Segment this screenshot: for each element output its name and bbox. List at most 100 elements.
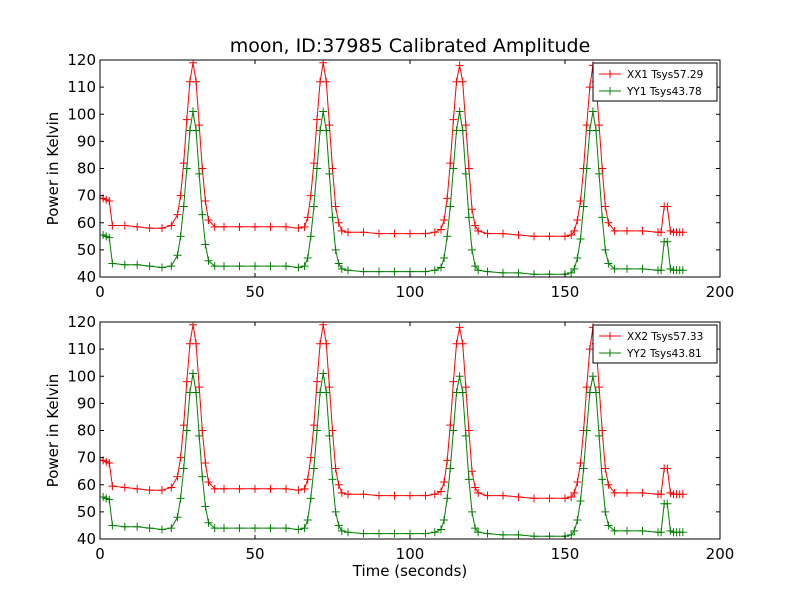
data-point (678, 490, 687, 499)
data-point (545, 232, 554, 241)
data-point (220, 524, 228, 533)
data-point (220, 484, 228, 493)
data-point (623, 226, 631, 235)
data-point (309, 464, 318, 473)
data-point (158, 263, 166, 272)
data-point (598, 164, 607, 173)
data-point (595, 169, 604, 178)
data-point (570, 264, 579, 273)
data-point (474, 528, 483, 537)
data-point (192, 77, 201, 86)
data-point (158, 525, 166, 534)
data-point (610, 226, 619, 235)
data-point (344, 528, 352, 537)
data-point (167, 221, 176, 230)
data-point (585, 83, 594, 92)
data-point (182, 164, 191, 173)
data-point (638, 488, 647, 497)
data-point (604, 521, 613, 530)
data-point (579, 464, 588, 473)
data-point (189, 107, 197, 116)
data-point (204, 518, 213, 527)
data-point (179, 464, 188, 473)
data-point (337, 526, 346, 535)
y-tick-label: 100 (67, 367, 96, 385)
data-point (430, 228, 439, 237)
data-point (471, 221, 480, 230)
data-point (421, 491, 430, 500)
data-point (499, 268, 507, 277)
data-point (421, 267, 430, 276)
data-point (499, 491, 507, 500)
data-point (344, 266, 352, 275)
y-tick-label: 40 (77, 268, 96, 286)
data-point (592, 388, 600, 397)
data-point (576, 197, 585, 206)
data-point (201, 197, 210, 206)
legend-marker-yy1 (606, 87, 614, 95)
y-tick-label: 60 (77, 214, 96, 232)
data-point (189, 369, 197, 378)
data-point (440, 516, 449, 525)
data-point (133, 522, 142, 531)
data-point (210, 484, 219, 493)
data-point (167, 483, 176, 492)
data-point (595, 121, 604, 130)
data-point (483, 529, 492, 538)
data-point (483, 229, 492, 238)
data-point (313, 164, 321, 173)
data-point (158, 486, 166, 495)
data-point (176, 494, 185, 503)
data-point (266, 222, 275, 231)
data-point (390, 491, 399, 500)
data-point (446, 464, 455, 473)
data-point (390, 529, 399, 538)
data-point (440, 478, 449, 487)
data-point (406, 229, 414, 238)
data-point (567, 230, 576, 239)
legend-marker-yy2 (606, 349, 614, 357)
data-point (325, 169, 334, 178)
legend-marker-xx2 (606, 332, 614, 340)
data-point (437, 525, 445, 534)
data-point (663, 464, 672, 473)
data-point (573, 254, 582, 263)
data-point (375, 491, 383, 500)
data-point (455, 372, 464, 381)
data-point (576, 497, 585, 506)
data-point (303, 516, 312, 525)
data-point (322, 339, 331, 348)
data-point (461, 121, 470, 130)
data-point (176, 232, 185, 241)
data-point (294, 486, 303, 495)
data-point (328, 213, 337, 222)
data-point (474, 266, 483, 275)
chart-panel-1: 0 50 100 150 200 40 50 60 70 80 90 100 110 120 moon, I… (44, 35, 734, 301)
series-group (100, 322, 687, 539)
data-point (545, 494, 554, 503)
data-point (337, 226, 346, 235)
legend: XX2 Tsys57.33 YY2 Tsys43.81 (592, 324, 718, 364)
data-point (334, 259, 343, 268)
data-point (623, 264, 631, 273)
data-point (176, 191, 185, 200)
data-point (145, 224, 154, 233)
data-point (561, 494, 569, 503)
data-point (192, 388, 201, 397)
data-point (468, 467, 476, 476)
data-point (359, 267, 368, 276)
series-markers-yy2 (100, 369, 687, 539)
data-point (167, 524, 176, 533)
data-point (359, 228, 368, 237)
data-point (120, 260, 129, 269)
data-point (108, 221, 117, 230)
data-point (334, 521, 343, 530)
x-tick-label: 200 (706, 545, 735, 563)
data-point (167, 262, 176, 271)
data-point (300, 222, 309, 231)
data-point (570, 488, 579, 497)
data-point (198, 472, 207, 481)
data-point (471, 483, 480, 492)
y-tick-label: 80 (77, 160, 96, 178)
